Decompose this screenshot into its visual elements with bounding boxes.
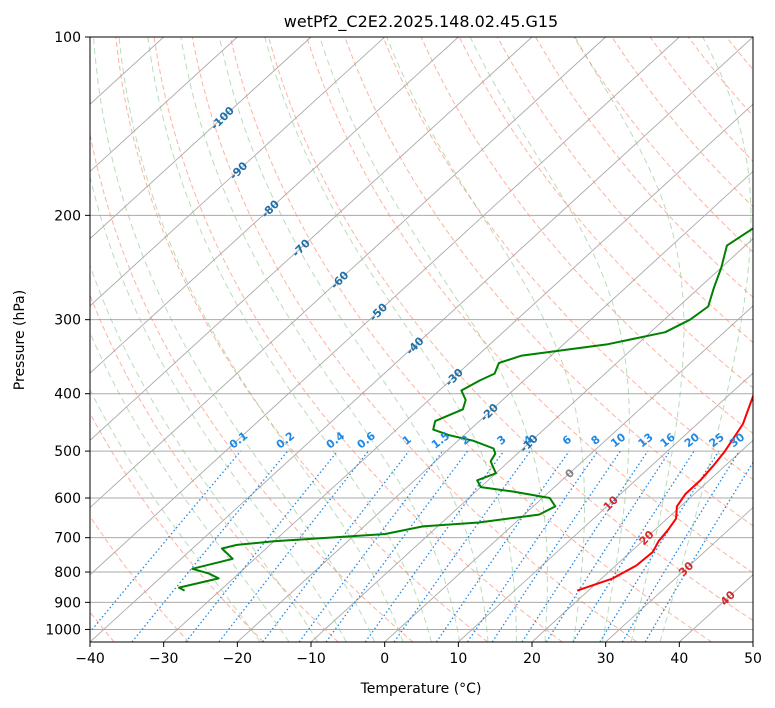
dry-adiabat [90,131,414,642]
moist-adiabat [90,331,290,642]
moist-adiabat [469,37,630,642]
mixing-ratio-line [185,450,339,642]
y-axis-label: Pressure (hPa) [12,290,28,390]
y-tick-label: 900 [54,595,81,611]
dry-adiabat [535,37,753,298]
y-tick-label: 1000 [45,622,81,638]
isotherm-line [90,37,385,307]
mixing-ratio-line [131,450,289,642]
isotherm-line [90,37,312,240]
mixing-ratio-line [298,450,444,642]
mixing-ratio-line [325,450,469,642]
dry-adiabat [344,37,753,527]
moist-adiabat [118,37,404,642]
dry-adiabat [496,37,753,344]
x-tick-label: 30 [597,651,615,667]
dry-adiabat [90,412,264,642]
mixing-ratio-line [364,450,505,642]
profile-series [178,227,753,592]
isotherm-line [458,372,753,642]
dry-adiabat [191,37,638,642]
mixing-ratio-line [393,450,531,642]
dry-adiabat [306,37,753,574]
moist-adiabat [218,37,489,642]
dry-adiabat [229,37,712,642]
x-tick-label: −10 [296,651,326,667]
isotherm-line [90,37,533,441]
moist-adiabat [90,388,261,642]
moist-adiabat [93,37,376,642]
isotherm-line [90,37,606,509]
moist-adiabat [319,37,548,642]
axes: −40 −30 −20 −10 0 10 20 30 40 50 100 200 300 400 500 60… [45,30,762,667]
mixing-ratio-line [466,450,599,642]
isotherm-line [384,305,753,642]
isotherm-line [605,506,753,642]
dewpoint-profile-line [178,227,753,592]
isotherm-line [237,170,753,642]
isotherm-line [90,37,238,173]
mixing-ratio-line [572,450,695,642]
mixing-ratio-line [435,450,570,642]
y-tick-label: 400 [54,387,81,403]
mixing-ratio-line [521,450,649,642]
dry-adiabat [268,37,753,622]
x-tick-label: 0 [380,651,389,667]
mixing-ratio-line [262,450,410,642]
mixing-ratio-line [90,450,242,634]
dry-adiabat [382,37,753,481]
y-tick-label: 100 [54,30,81,46]
moist-adiabat [180,37,461,642]
isotherm-line [531,439,753,642]
isotherm-line [90,37,459,374]
temperature-profile-line [576,393,753,592]
y-tick-label: 500 [54,444,81,460]
mixing-ratio-line [621,450,740,642]
y-tick-label: 300 [54,313,81,329]
dry-adiabat [153,37,563,642]
x-tick-label: −20 [223,651,253,667]
isotherm-line [90,37,753,642]
moist-adiabat [147,37,432,642]
dry-adiabat [420,37,753,435]
moist-adiabat [264,37,517,642]
x-tick-label: 10 [449,651,467,667]
moist-adiabat [90,174,347,642]
chart-title: wetPf2_C2E2.2025.148.02.45.G15 [284,12,558,32]
x-axis-label: Temperature (°C) [360,681,482,697]
x-tick-label: 20 [523,651,541,667]
x-tick-label: −40 [75,651,105,667]
y-tick-label: 600 [54,491,81,507]
background-lines [90,37,753,642]
dry-adiabat [115,37,488,642]
moist-adiabat [659,37,752,642]
y-tick-label: 700 [54,531,81,547]
isotherm-line [90,37,680,576]
moist-adiabat [574,37,685,642]
y-tick-label: 200 [54,208,81,224]
mixing-ratio-line [491,450,621,642]
x-tick-label: 50 [744,651,762,667]
x-tick-label: −30 [149,651,179,667]
moist-adiabat [386,37,585,642]
mixing-ratio-line [545,450,671,642]
plot-frame [89,36,754,643]
x-tick-label: 40 [670,651,688,667]
moist-adiabat [90,264,319,642]
y-tick-label: 800 [54,565,81,581]
